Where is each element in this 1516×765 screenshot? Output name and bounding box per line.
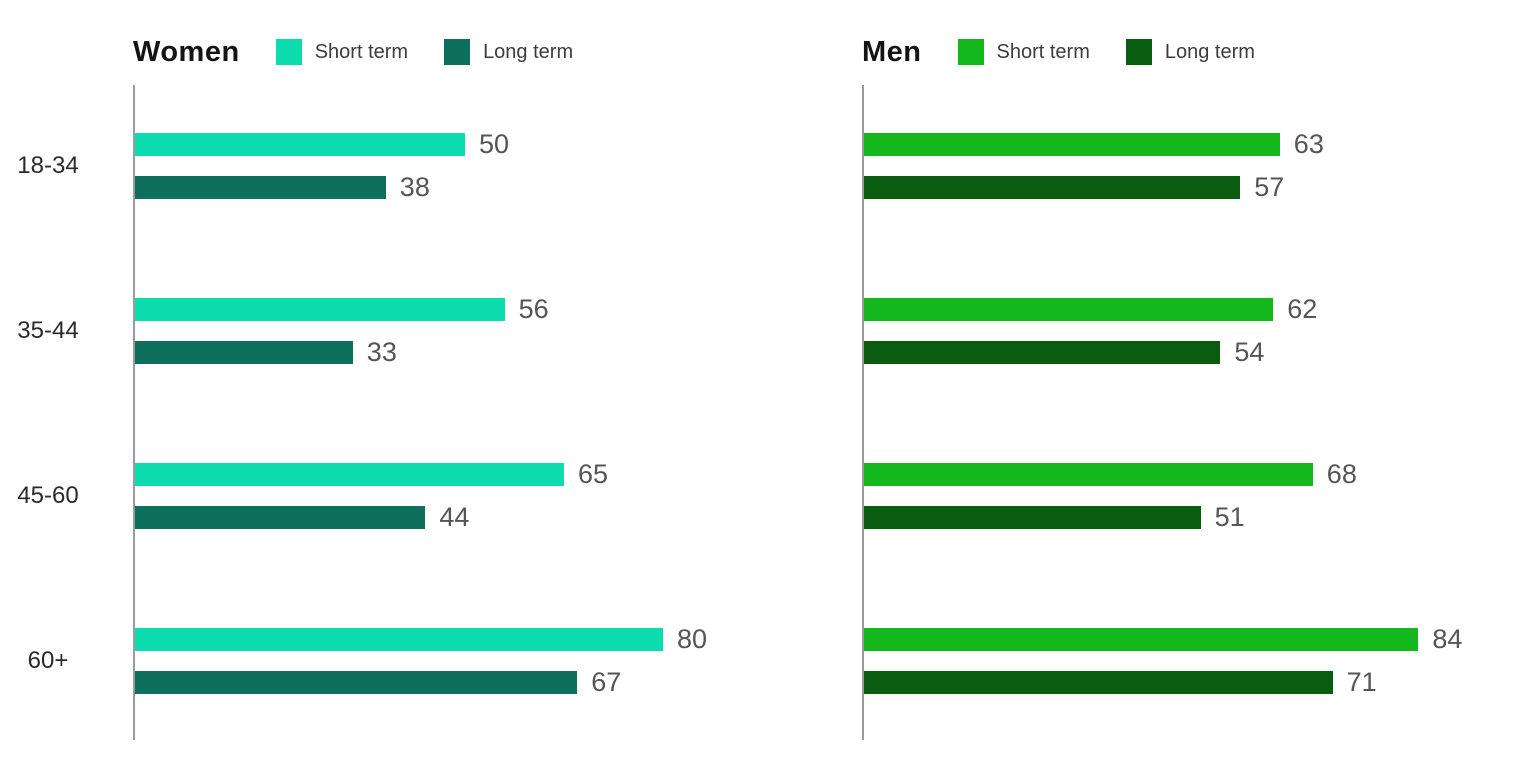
legend-item-short-term: Short term <box>957 39 1090 65</box>
legend-swatch-long-term <box>1125 39 1152 65</box>
men-chart-panel: Men Short term Long term 63 57 62 54 68 51 84 7… <box>758 0 1516 765</box>
bar <box>864 463 1313 486</box>
women-y-axis-line <box>133 85 135 740</box>
chart-title-men: Men <box>862 35 922 68</box>
value-label: 57 <box>1254 172 1285 202</box>
bar <box>135 176 386 199</box>
value-label: 38 <box>399 172 430 202</box>
bar-row-short-term-35-44: 62 <box>864 294 1318 324</box>
men-y-axis-line <box>862 85 864 740</box>
bar-row-long-term-60+: 71 <box>864 667 1377 697</box>
bar-row-short-term-35-44: 56 <box>135 294 549 324</box>
category-label-35-44: 35-44 <box>17 317 79 344</box>
value-label: 63 <box>1293 129 1324 159</box>
bar-row-short-term-60+: 80 <box>135 624 708 654</box>
legend-swatch-short-term <box>957 39 984 65</box>
legend-label-short-term: Short term <box>996 40 1090 63</box>
category-label-45-60: 45-60 <box>17 482 79 509</box>
legend-swatch-long-term <box>444 39 471 65</box>
women-chart-panel: Women Short term Long term 18-34 35-44 45-… <box>17 30 708 740</box>
legend-label-long-term: Long term <box>1164 40 1255 63</box>
bar <box>864 133 1280 156</box>
legend-swatch-short-term <box>275 39 302 65</box>
legend-item-long-term: Long term <box>444 39 573 65</box>
bar-row-long-term-18-34: 38 <box>135 172 430 202</box>
men-plot-area: 63 57 62 54 68 51 84 71 <box>758 0 1516 765</box>
bar <box>864 176 1241 199</box>
bar-row-long-term-35-44: 33 <box>135 337 397 367</box>
bar <box>864 506 1201 529</box>
bar <box>135 341 353 364</box>
value-label: 44 <box>439 502 470 532</box>
bar <box>135 463 564 486</box>
men-chart-header: Men Short term Long term <box>862 30 1255 74</box>
value-label: 84 <box>1432 624 1463 654</box>
value-label: 65 <box>578 459 609 489</box>
value-label: 71 <box>1346 667 1377 697</box>
value-label: 54 <box>1234 337 1265 367</box>
legend-item-long-term: Long term <box>1125 39 1255 65</box>
value-label: 80 <box>677 624 708 654</box>
bar <box>135 671 578 694</box>
value-label: 67 <box>591 667 622 697</box>
bar-row-short-term-60+: 84 <box>864 624 1463 654</box>
bar-row-long-term-45-60: 44 <box>135 502 470 532</box>
category-label-18-34: 18-34 <box>17 152 79 179</box>
category-label-60+: 60+ <box>27 647 69 674</box>
legend-label-short-term: Short term <box>314 40 409 63</box>
bar-row-short-term-45-60: 68 <box>864 459 1357 489</box>
bar-row-long-term-35-44: 54 <box>864 337 1265 367</box>
value-label: 62 <box>1287 294 1318 324</box>
value-label: 33 <box>366 337 397 367</box>
bar <box>135 506 426 529</box>
bar <box>135 298 505 321</box>
bar <box>135 133 465 156</box>
legend-label-long-term: Long term <box>483 40 574 63</box>
chart-title-women: Women <box>133 35 240 68</box>
bar <box>135 628 663 651</box>
bar-row-long-term-18-34: 57 <box>864 172 1285 202</box>
legend-item-short-term: Short term <box>275 39 409 65</box>
value-label: 50 <box>479 129 510 159</box>
bar-row-long-term-60+: 67 <box>135 667 622 697</box>
category-labels: 18-34 35-44 45-60 60+ <box>17 152 79 674</box>
women-plot-area: 50 38 56 33 65 44 80 67 <box>135 129 708 697</box>
bar <box>864 298 1274 321</box>
bar <box>864 628 1419 651</box>
women-chart-header: Women Short term Long term <box>133 30 573 74</box>
bar <box>864 671 1333 694</box>
bar-row-short-term-18-34: 50 <box>135 129 510 159</box>
bar <box>864 341 1221 364</box>
bar-row-short-term-45-60: 65 <box>135 459 609 489</box>
value-label: 68 <box>1326 459 1357 489</box>
value-label: 51 <box>1214 502 1245 532</box>
bar-row-short-term-18-34: 63 <box>864 129 1324 159</box>
bar-row-long-term-45-60: 51 <box>864 502 1245 532</box>
value-label: 56 <box>518 294 549 324</box>
